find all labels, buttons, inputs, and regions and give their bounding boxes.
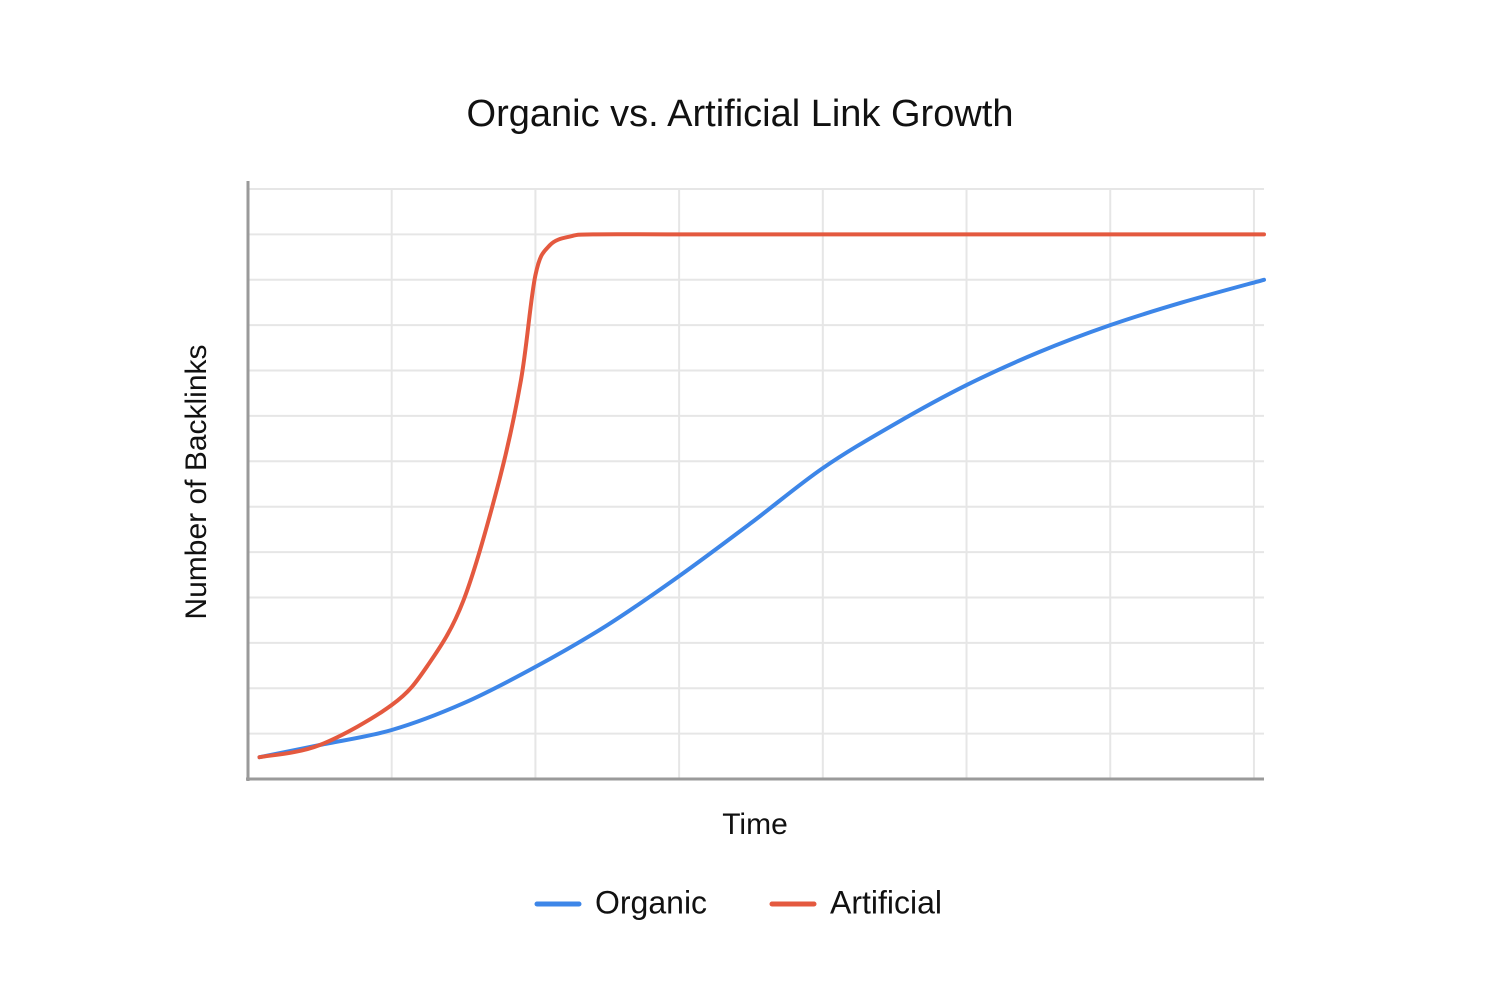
x-axis-label: Time [722,808,788,841]
y-axis-label: Number of Backlinks [180,344,213,619]
chart-title: Organic vs. Artificial Link Growth [467,93,1014,135]
line-series [257,277,1266,760]
legend-label: Artificial [830,884,942,920]
line-series [257,232,1266,760]
legend-label: Organic [595,884,707,920]
